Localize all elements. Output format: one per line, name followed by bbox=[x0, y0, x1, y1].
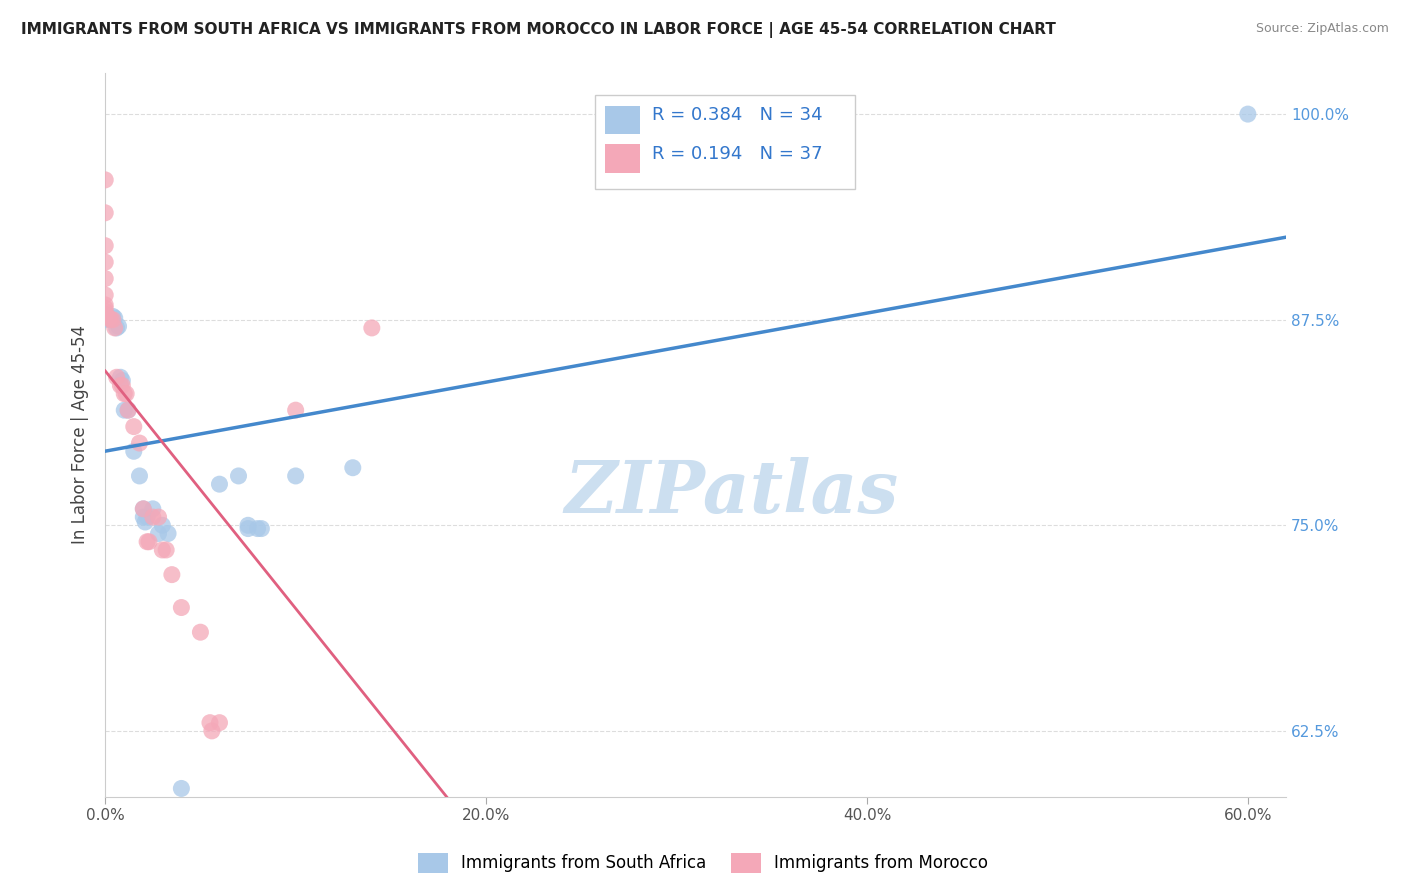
Point bbox=[94, 301, 117, 315]
Point bbox=[148, 526, 170, 541]
Point bbox=[132, 501, 155, 516]
Point bbox=[170, 600, 193, 615]
Point bbox=[128, 436, 150, 450]
Point bbox=[101, 310, 124, 324]
Point bbox=[94, 308, 117, 322]
Point bbox=[122, 419, 145, 434]
Point bbox=[98, 311, 121, 326]
Point bbox=[94, 304, 117, 318]
Point bbox=[250, 522, 273, 536]
Point bbox=[228, 469, 250, 483]
Point bbox=[104, 311, 127, 326]
Point bbox=[112, 386, 135, 401]
Point bbox=[105, 370, 128, 384]
Point bbox=[94, 271, 117, 285]
Point bbox=[94, 206, 117, 220]
Point bbox=[94, 308, 117, 322]
Point bbox=[155, 543, 177, 558]
Point bbox=[208, 477, 231, 491]
Point bbox=[142, 510, 165, 524]
Point bbox=[246, 522, 269, 536]
Point bbox=[170, 781, 193, 796]
Point bbox=[94, 255, 117, 269]
Text: IMMIGRANTS FROM SOUTH AFRICA VS IMMIGRANTS FROM MOROCCO IN LABOR FORCE | AGE 45-: IMMIGRANTS FROM SOUTH AFRICA VS IMMIGRAN… bbox=[21, 22, 1056, 38]
Text: R = 0.384   N = 34: R = 0.384 N = 34 bbox=[652, 106, 823, 124]
Point bbox=[160, 567, 183, 582]
Point bbox=[150, 543, 173, 558]
Point bbox=[128, 469, 150, 483]
Point bbox=[236, 522, 259, 536]
Point bbox=[132, 510, 155, 524]
Point bbox=[284, 403, 307, 417]
Point bbox=[94, 310, 117, 324]
Point bbox=[104, 321, 127, 335]
Point bbox=[198, 715, 221, 730]
Text: R = 0.194   N = 37: R = 0.194 N = 37 bbox=[652, 145, 823, 163]
Point bbox=[94, 311, 117, 326]
Point bbox=[1237, 107, 1260, 121]
Point bbox=[342, 460, 364, 475]
Point bbox=[105, 321, 128, 335]
Point bbox=[190, 625, 212, 640]
Point bbox=[112, 403, 135, 417]
Point bbox=[136, 510, 159, 524]
Point bbox=[142, 501, 165, 516]
Point bbox=[208, 715, 231, 730]
Point bbox=[117, 403, 139, 417]
Point bbox=[98, 311, 121, 326]
Point bbox=[107, 319, 129, 334]
Point bbox=[157, 526, 180, 541]
Point bbox=[284, 469, 307, 483]
Y-axis label: In Labor Force | Age 45-54: In Labor Force | Age 45-54 bbox=[72, 326, 89, 544]
Legend: Immigrants from South Africa, Immigrants from Morocco: Immigrants from South Africa, Immigrants… bbox=[411, 847, 995, 880]
FancyBboxPatch shape bbox=[605, 144, 640, 173]
Point bbox=[360, 321, 382, 335]
Point bbox=[94, 173, 117, 187]
Point bbox=[110, 378, 132, 392]
Point bbox=[111, 374, 134, 388]
Point bbox=[115, 386, 138, 401]
Point bbox=[236, 518, 259, 533]
Point bbox=[134, 515, 156, 529]
Point bbox=[148, 510, 170, 524]
FancyBboxPatch shape bbox=[595, 95, 855, 189]
Point bbox=[94, 298, 117, 312]
Point bbox=[100, 312, 122, 326]
Point bbox=[117, 403, 139, 417]
FancyBboxPatch shape bbox=[605, 105, 640, 135]
Point bbox=[150, 518, 173, 533]
Point bbox=[111, 378, 134, 392]
Point bbox=[110, 370, 132, 384]
Point bbox=[122, 444, 145, 458]
Point bbox=[132, 501, 155, 516]
Point bbox=[94, 288, 117, 302]
Point bbox=[101, 312, 124, 326]
Point bbox=[136, 534, 159, 549]
Text: ZIPatlas: ZIPatlas bbox=[564, 458, 898, 528]
Point bbox=[138, 534, 160, 549]
Point bbox=[201, 723, 224, 738]
Text: Source: ZipAtlas.com: Source: ZipAtlas.com bbox=[1256, 22, 1389, 36]
Point bbox=[94, 238, 117, 252]
Point bbox=[94, 312, 117, 326]
Point bbox=[100, 312, 122, 326]
